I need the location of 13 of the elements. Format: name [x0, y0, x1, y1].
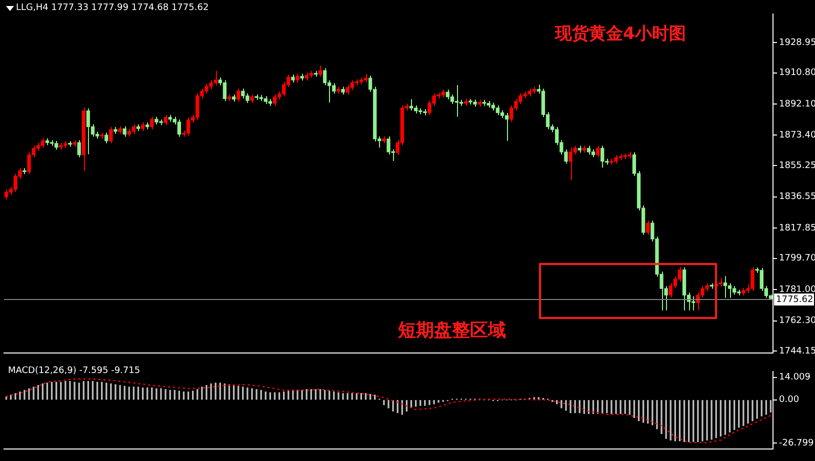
y-tick-label: 1744.15	[779, 346, 815, 356]
ref-line-label: 1775.62	[776, 294, 814, 305]
y-tick-label: 14.009	[779, 372, 811, 383]
chart-title: MACD(12,26,9) -7.595 -9.715	[8, 366, 140, 376]
y-tick-label: 1855.25	[779, 160, 815, 171]
y-tick-label: 1928.95	[779, 38, 815, 48]
annotation: 短期盘整区域	[398, 319, 506, 342]
y-tick-label: 0.00	[779, 395, 800, 406]
chart-subtitle: LLG,H4 1777.33 1777.99 1774.68 1775.62	[16, 3, 209, 13]
text: 现货黄金4小时图	[555, 23, 686, 45]
y-tick-label: -26.799	[779, 438, 814, 448]
y-tick-label: 1817.85	[779, 223, 815, 234]
y-tick-label: 1836.55	[779, 192, 815, 202]
